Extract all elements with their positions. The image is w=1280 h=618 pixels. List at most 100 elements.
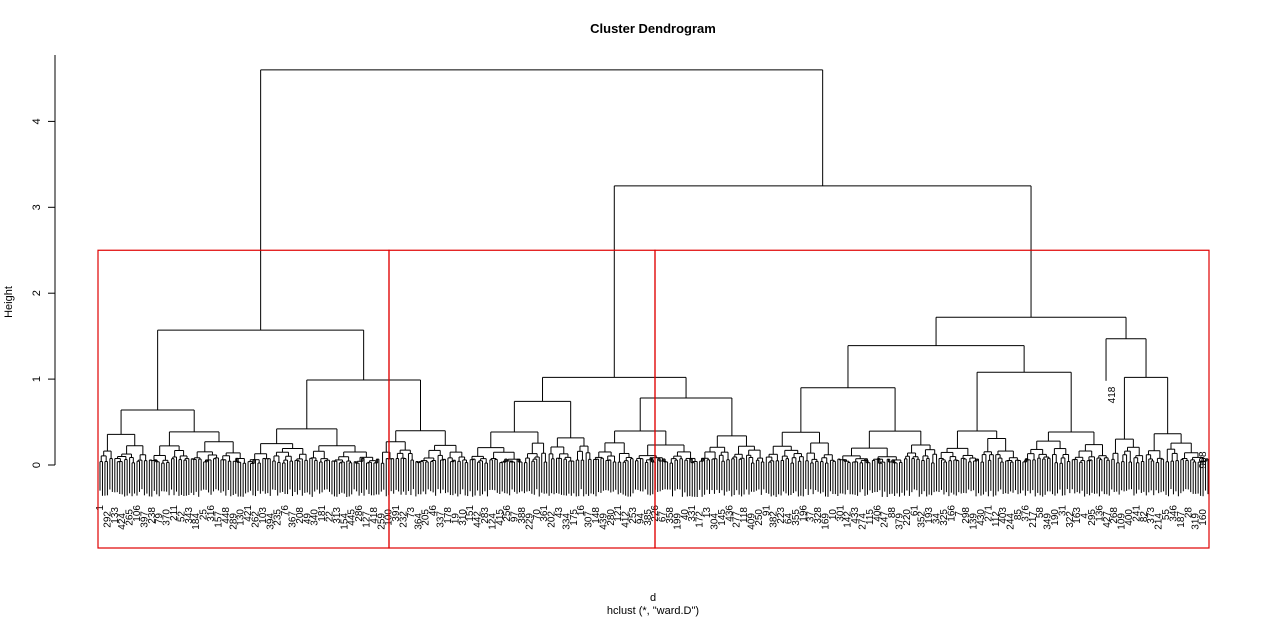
leaf-label: 304 — [709, 513, 720, 530]
leaf-label: 112 — [991, 511, 1002, 527]
leaf-label: 253 — [628, 507, 639, 524]
leaf-label: 82 — [1139, 511, 1150, 523]
leaf-label: 64 — [783, 513, 794, 525]
leaf-label: 262 — [250, 511, 261, 528]
leaf-label: 13 — [702, 507, 713, 519]
leaf-label: 169 — [821, 513, 832, 530]
leaf-label: 265 — [125, 509, 136, 526]
leaf-label: 394 — [265, 513, 276, 530]
leaf-label: 313 — [332, 507, 343, 524]
leaf-label: 238 — [147, 507, 158, 524]
leaf-label: 58 — [1035, 507, 1046, 519]
leaf-label: 4 — [1080, 513, 1091, 519]
leaf-label: 118 — [739, 507, 750, 523]
y-tick-label: 2 — [31, 290, 43, 296]
leaf-label: 409 — [746, 513, 757, 530]
leaf-label: 199 — [672, 513, 683, 530]
leaf-label: 418 — [1107, 386, 1118, 403]
leaf-label: 31 — [1057, 505, 1068, 517]
leaf-label: 109 — [1117, 513, 1128, 530]
leaf-label: 193 — [924, 507, 935, 524]
leaf-label: 259 — [376, 513, 387, 530]
leaf-label: 85 — [1013, 509, 1024, 521]
leaf-label: 202 — [547, 511, 558, 528]
cluster-rectangle — [388, 249, 656, 549]
leaf-label: 322 — [1065, 511, 1076, 528]
leaf-label: 352 — [917, 511, 928, 528]
leaf-label: 98 — [1198, 451, 1209, 463]
y-tick-label: 3 — [31, 204, 43, 210]
chart-title: Cluster Dendrogram — [590, 21, 716, 36]
leaf-label: 136 — [1094, 505, 1105, 522]
leaf-label: 49 — [302, 513, 313, 525]
leaf-label: 214 — [1154, 513, 1165, 530]
leaf-label: 448 — [221, 507, 232, 524]
leaf-label: 208 — [295, 507, 306, 524]
leaf-label: 166 — [946, 505, 957, 522]
leaf-label: 424 — [117, 513, 128, 530]
leaf-label: 91 — [761, 505, 772, 517]
leaf-label: 229 — [524, 513, 535, 530]
leaf-label: 340 — [310, 509, 321, 526]
leaf-label: 151 — [465, 505, 476, 522]
leaf-label: 388 — [517, 507, 528, 524]
leaf-label: 292 — [102, 511, 113, 528]
leaf-label: 160 — [1198, 509, 1209, 526]
leaf-label: 325 — [939, 509, 950, 526]
leaf-label: 331 — [687, 505, 698, 522]
leaf-label: 25 — [199, 509, 210, 521]
leaf-label: 355 — [791, 509, 802, 526]
leaf-label: 67 — [658, 511, 669, 523]
leaf-label: 346 — [1168, 505, 1179, 522]
leaf-label: 373 — [1146, 507, 1157, 524]
leaf-label: 247 — [880, 511, 891, 528]
leaf-label: 418 — [369, 507, 380, 524]
leaf-label: 316 — [206, 505, 217, 522]
leaf-label: 250 — [754, 509, 765, 526]
leaf-label: 277 — [732, 511, 743, 528]
y-tick-label: 1 — [31, 376, 43, 382]
leaf-label: 79 — [154, 513, 165, 525]
leaf-label: 139 — [969, 513, 980, 530]
leaf-label: 382 — [769, 511, 780, 528]
leaf-label: 367 — [287, 511, 298, 528]
leaf-label: 403 — [998, 507, 1009, 524]
cluster-rectangles — [97, 249, 1210, 549]
dendrogram-tree — [99, 69, 1209, 497]
leaf-label: 40 — [680, 509, 691, 521]
leaf-label: 364 — [413, 513, 424, 530]
leaf-label: 415 — [495, 509, 506, 526]
leaf-label: 55 — [1161, 509, 1172, 521]
leaf-label: 16 — [576, 505, 587, 517]
leaf-label: 289 — [228, 513, 239, 530]
leaf-label: 130 — [236, 509, 247, 526]
leaf-label: 46 — [428, 505, 439, 517]
leaf-label: 34 — [932, 513, 943, 525]
leaf-label: 22 — [324, 511, 335, 523]
cluster-rectangle — [654, 249, 1210, 549]
leaf-label: 61 — [909, 505, 920, 517]
leaf-label: 232 — [399, 511, 410, 528]
leaf-label: 181 — [317, 505, 328, 522]
leaf-label: 1 — [95, 505, 106, 511]
leaf-label: 235 — [273, 509, 284, 526]
leaf-label: 337 — [436, 511, 447, 528]
leaf-label: 343 — [184, 507, 195, 524]
leaf-label: 121 — [613, 505, 624, 522]
leaf-label: 268 — [1109, 507, 1120, 524]
leaf-label: 298 — [961, 507, 972, 524]
leaf-label: 124 — [487, 513, 498, 530]
leaf-label: 334 — [561, 513, 572, 530]
leaf-label: 226 — [650, 505, 661, 522]
leaf-label: 148 — [591, 507, 602, 524]
leaf-label: 145 — [717, 509, 728, 526]
leaf-label: 421 — [243, 505, 254, 522]
leaf-label: 349 — [1043, 513, 1054, 530]
leaf-label: 43 — [554, 507, 565, 519]
leaf-label: 256 — [502, 505, 513, 522]
y-tick-label: 4 — [31, 118, 43, 124]
leaf-label: 220 — [902, 509, 913, 526]
leaf-label: 172 — [695, 511, 706, 528]
leaf-label: 328 — [813, 507, 824, 524]
